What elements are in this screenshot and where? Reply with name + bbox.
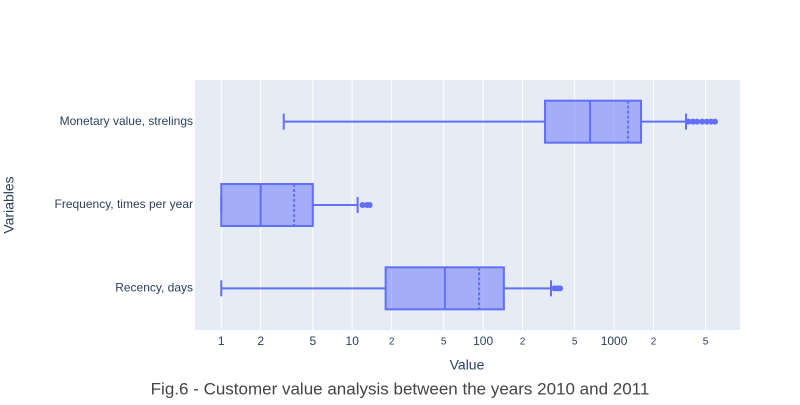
outlier: [703, 118, 710, 125]
x-tick-label: 5: [572, 337, 578, 348]
x-tick-label: 2: [520, 337, 526, 348]
outlier: [689, 118, 696, 125]
x-tick-label: 5: [309, 334, 316, 348]
box: [544, 99, 643, 144]
x-tick-label: 1000: [601, 334, 628, 348]
x-tick-label: 2: [257, 334, 264, 348]
y-tick-label: Recency, days: [115, 281, 193, 295]
outlier: [359, 202, 366, 208]
x-axis-title: Value: [450, 357, 485, 373]
y-axis-title: Variables: [1, 176, 17, 233]
outlier: [711, 118, 718, 125]
outlier: [366, 202, 373, 208]
x-tick-label: 100: [473, 334, 493, 348]
x-tick-label: 10: [346, 334, 360, 348]
x-tick-label: 2: [389, 337, 395, 348]
x-tick-label: 2: [651, 337, 657, 348]
x-tick-label: 1: [218, 334, 225, 348]
outlier: [557, 285, 564, 292]
x-tick-label: 5: [703, 337, 709, 348]
y-tick-label: Monetary value, strelings: [60, 114, 193, 128]
box: [220, 183, 314, 227]
outlier: [699, 118, 706, 125]
chart-title: Fig.6 - Customer value analysis between …: [151, 379, 650, 398]
x-tick-label: 5: [441, 337, 447, 348]
outlier: [693, 118, 700, 125]
outlier: [685, 118, 692, 125]
y-tick-label: Frequency, times per year: [55, 197, 194, 211]
